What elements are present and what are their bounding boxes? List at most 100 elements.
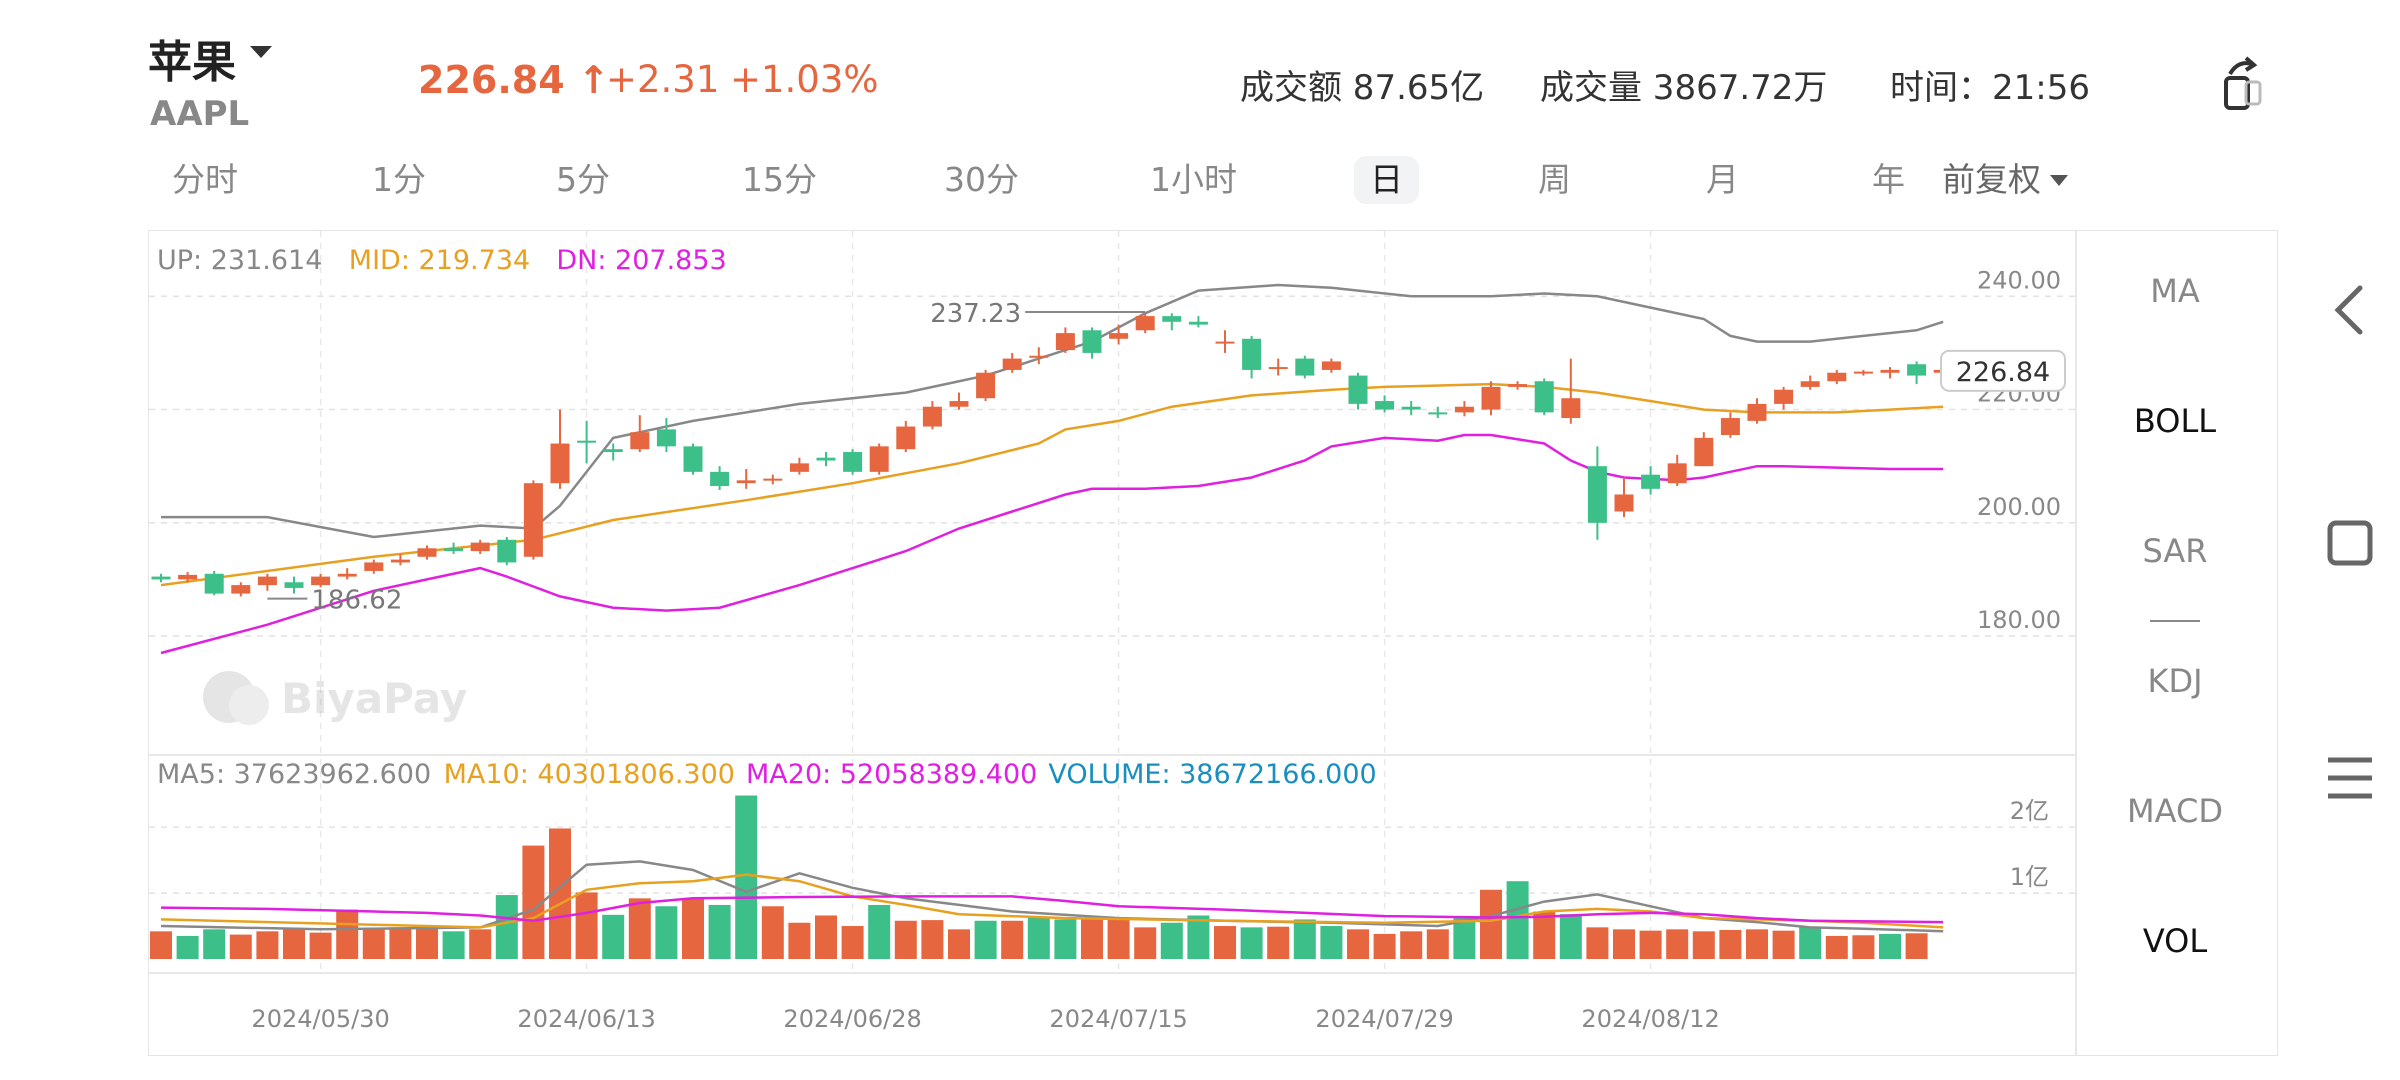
candle-body (311, 576, 331, 586)
legend-entry: DN: 207.853 (556, 245, 726, 276)
tab-1hour[interactable]: 1小时 (1150, 160, 1237, 199)
tab-5min[interactable]: 5分 (556, 160, 610, 199)
tab-day[interactable]: 日 (1354, 156, 1419, 204)
candle-body (843, 452, 863, 472)
volume-stat: 成交量 3867.72万 (1540, 68, 1828, 108)
boll-mid-line (160, 382, 1944, 587)
candle-body (922, 406, 942, 427)
legend-entry: MA10: 40301806.300 (444, 759, 735, 790)
back-icon[interactable] (2322, 280, 2378, 340)
tab-month[interactable]: 月 (1706, 160, 1739, 199)
date-tick-label: 2024/06/13 (517, 1005, 655, 1033)
share-icon[interactable] (2222, 56, 2266, 112)
volume-ma20-line (160, 895, 1944, 924)
candle-body (736, 480, 756, 484)
candle-body (1774, 389, 1794, 404)
legend-entry: UP: 231.614 (157, 245, 322, 276)
boll-upper-line (161, 283, 1944, 539)
volume-bar (761, 906, 784, 959)
home-icon[interactable] (2322, 515, 2378, 571)
volume-bar (1347, 929, 1369, 959)
volume-ma10-line (160, 873, 1944, 929)
candle-body (1508, 384, 1528, 387)
candle-body (1587, 466, 1607, 523)
volume-bar (1852, 935, 1875, 959)
volume-bar (708, 904, 731, 959)
indicator-kdj[interactable]: KDJ (2147, 662, 2203, 700)
candle-body (789, 463, 809, 472)
volume-bar (389, 927, 412, 959)
volume-bar (522, 845, 545, 959)
tab-timeshare[interactable]: 分时 (172, 160, 238, 199)
date-tick-label: 2024/06/28 (783, 1005, 921, 1033)
candle-body (1268, 367, 1288, 370)
date-tick-label: 2024/05/30 (251, 1005, 389, 1033)
caret-down-icon[interactable] (2050, 175, 2068, 186)
candle-body (976, 372, 996, 399)
candle-body (1295, 358, 1315, 376)
volume-bar (1027, 917, 1050, 959)
indicator-boll[interactable]: BOLL (2133, 402, 2217, 440)
tab-week[interactable]: 周 (1538, 160, 1571, 199)
volume-bar (628, 898, 651, 959)
volume-bar (1639, 930, 1662, 959)
volume-bar (948, 929, 970, 959)
volume-bar (176, 935, 199, 959)
candle-body (284, 582, 304, 588)
volume-bar (416, 928, 438, 959)
volume-bar (469, 929, 492, 959)
tab-1min[interactable]: 1分 (372, 160, 426, 199)
price-tick-label: 240.00 (1977, 266, 2061, 294)
volume-bar (1134, 927, 1157, 959)
volume-bar (1400, 931, 1423, 959)
candle-body (1641, 474, 1661, 489)
candle-body (1454, 406, 1474, 413)
date-tick-label: 2024/07/29 (1315, 1005, 1453, 1033)
chart-area[interactable]: BiyaPay UP: 231.614 MID: 219.734 DN: 207.8… (148, 230, 2278, 1056)
volume-bar (602, 914, 625, 959)
candle-body (444, 548, 464, 552)
indicator-ma[interactable]: MA (2150, 272, 2200, 310)
candle-body (470, 542, 490, 552)
volume-bar (203, 929, 226, 959)
candle-body (178, 574, 198, 580)
candle-body (1428, 412, 1448, 415)
volume-bar (1187, 915, 1210, 959)
kline-chart[interactable]: BiyaPay UP: 231.614 MID: 219.734 DN: 207.8… (149, 231, 2277, 1055)
price-adjust-selector[interactable]: 前复权 (1942, 160, 2041, 199)
candle-body (683, 446, 703, 472)
volume-bar (283, 929, 305, 959)
candle-body (816, 457, 836, 461)
current-price: 226.84 ↑ (418, 58, 610, 102)
volume-bar (1001, 920, 1024, 959)
volume-bar (735, 795, 758, 959)
tab-30min[interactable]: 30分 (944, 160, 1019, 199)
candle-body (1880, 369, 1900, 373)
volume-bar (1746, 929, 1768, 959)
candle-body (1002, 358, 1022, 370)
candle-body (523, 483, 543, 557)
volume-bar (442, 931, 465, 959)
stock-name[interactable]: 苹果 (148, 37, 236, 88)
candle-body (1561, 398, 1581, 419)
volume-bar (1533, 911, 1556, 959)
candle-body (1082, 330, 1102, 353)
indicator-sar[interactable]: SAR (2142, 532, 2208, 570)
candle-body (1614, 494, 1634, 512)
menu-icon[interactable] (2322, 750, 2378, 806)
volume-bar (1586, 927, 1609, 959)
candle-body (1667, 463, 1687, 484)
candle-body (337, 573, 357, 577)
turnover-stat: 成交额 87.65亿 (1240, 68, 1485, 108)
indicator-vol[interactable]: VOL (2142, 922, 2208, 960)
caret-down-icon[interactable] (250, 46, 272, 58)
tab-15min[interactable]: 15分 (742, 160, 817, 199)
candle-body (1109, 333, 1129, 339)
current-price-label: 226.84 (1956, 357, 2050, 388)
volume-bar (655, 906, 678, 959)
indicator-macd[interactable]: MACD (2127, 792, 2223, 830)
price-change: +2.31 (606, 58, 720, 101)
tab-year[interactable]: 年 (1872, 160, 1905, 199)
candle-body (1215, 341, 1235, 344)
candle-body (231, 585, 251, 594)
